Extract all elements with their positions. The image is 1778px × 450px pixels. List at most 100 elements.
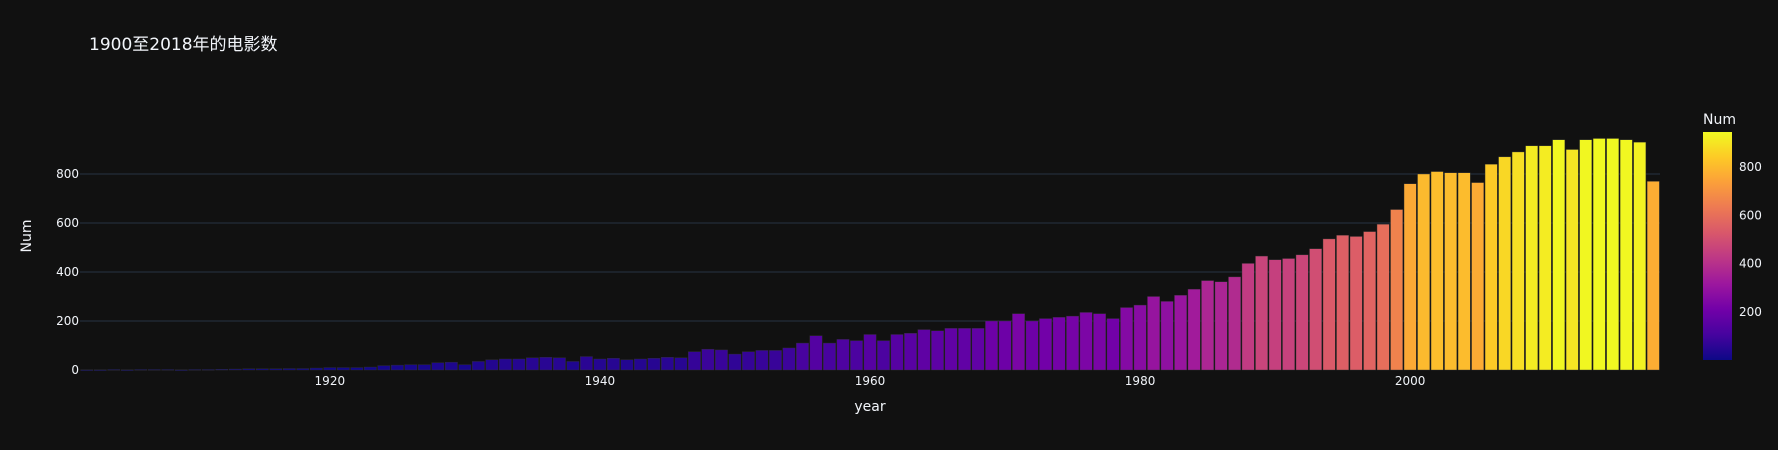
x-tick-label: 1920: [315, 374, 346, 388]
bar-1985: [1201, 280, 1214, 371]
bar-1937: [553, 357, 566, 371]
bar-1940: [593, 358, 607, 371]
bar-2007: [1498, 156, 1512, 371]
bar-1980: [1133, 304, 1147, 371]
bar-1905: [120, 369, 134, 371]
y-tick-label: 800: [56, 167, 79, 181]
colorbar-tick-label: 800: [1739, 160, 1762, 174]
bar-1916: [269, 368, 283, 371]
bar-1915: [255, 368, 269, 371]
bar-1999: [1390, 209, 1404, 371]
x-axis-title: year: [854, 399, 885, 415]
bar-1998: [1376, 224, 1390, 371]
y-tick-label: 0: [71, 363, 79, 377]
bar-1963: [904, 333, 917, 371]
bar-1957: [823, 342, 836, 371]
bar-2014: [1592, 138, 1606, 371]
bar-1921: [336, 367, 350, 371]
bar-1991: [1282, 258, 1295, 371]
bar-2010: [1538, 145, 1552, 371]
bar-1947: [688, 351, 701, 371]
y-tick-label: 600: [56, 216, 79, 230]
bar-1927: [418, 364, 431, 371]
x-tick-label: 2000: [1395, 374, 1426, 388]
bar-1964: [917, 329, 931, 371]
bar-2002: [1430, 171, 1444, 371]
bar-1934: [512, 358, 526, 371]
bar-1946: [674, 357, 688, 371]
bar-1955: [796, 342, 809, 371]
colorbar-tick-label: 200: [1739, 305, 1762, 319]
bar-1990: [1268, 259, 1282, 371]
bar-1911: [201, 369, 215, 371]
bar-1979: [1120, 307, 1133, 371]
bar-1919: [309, 367, 323, 371]
colorbar-gradient: [1703, 132, 1732, 360]
bar-1953: [769, 350, 782, 371]
bar-2001: [1417, 173, 1431, 371]
bar-1997: [1363, 231, 1377, 371]
bar-1933: [499, 358, 512, 371]
bar-1925: [391, 364, 404, 371]
bar-1975: [1066, 315, 1079, 371]
bar-2015: [1606, 138, 1620, 371]
bar-1996: [1349, 236, 1363, 371]
bar-1903: [93, 369, 107, 371]
bar-1988: [1241, 263, 1255, 371]
bar-2016: [1619, 139, 1633, 371]
bar-1908: [161, 369, 175, 371]
bar-1995: [1336, 235, 1350, 371]
bar-2004: [1457, 172, 1471, 371]
bar-1950: [728, 353, 742, 371]
bar-1918: [296, 368, 310, 371]
bar-1971: [1012, 313, 1025, 371]
bar-1936: [539, 357, 553, 371]
bar-1974: [1052, 317, 1066, 371]
bar-1965: [931, 330, 944, 371]
bar-2005: [1471, 182, 1485, 371]
bar-2003: [1444, 172, 1458, 371]
bar-1968: [971, 328, 985, 371]
colorbar-tick-label: 400: [1739, 257, 1762, 271]
bar-1928: [431, 362, 445, 371]
bar-1983: [1174, 295, 1187, 371]
bar-1954: [782, 347, 796, 371]
bar-2000: [1403, 183, 1417, 371]
bar-2013: [1579, 139, 1593, 371]
bar-1970: [998, 320, 1012, 371]
bar-1992: [1295, 254, 1309, 371]
bar-1944: [647, 358, 661, 371]
bar-1913: [228, 368, 242, 371]
colorbar-title: Num: [1703, 112, 1736, 128]
bar-1907: [147, 369, 161, 371]
bar-1949: [715, 349, 728, 371]
bars: [80, 138, 1660, 371]
y-tick-label: 200: [56, 314, 79, 328]
bar-1935: [526, 357, 539, 371]
chart-title: 1900至2018年的电影数: [89, 35, 278, 55]
bar-1986: [1214, 281, 1228, 371]
bar-1930: [458, 364, 472, 371]
bar-1942: [620, 359, 634, 371]
bar-1926: [404, 364, 418, 371]
bar-1902: [80, 369, 94, 371]
bar-1948: [701, 348, 715, 371]
bar-1959: [850, 340, 863, 371]
bar-1945: [661, 357, 674, 371]
bar-1939: [580, 356, 593, 371]
bar-1952: [755, 350, 769, 371]
bar-1941: [607, 358, 620, 371]
bar-1943: [634, 358, 647, 371]
bar-1958: [836, 339, 850, 371]
bar-1987: [1228, 276, 1241, 371]
bar-2006: [1484, 163, 1498, 371]
bar-1924: [377, 365, 391, 371]
bar-1914: [242, 368, 256, 371]
bar-1960: [863, 334, 877, 371]
bar-1981: [1147, 296, 1160, 371]
bar-1994: [1322, 238, 1336, 371]
colorbar: Num 200 400 600 800: [1703, 112, 1762, 360]
bar-1922: [350, 367, 364, 371]
bar-1910: [188, 369, 202, 371]
bar-1917: [282, 368, 296, 371]
